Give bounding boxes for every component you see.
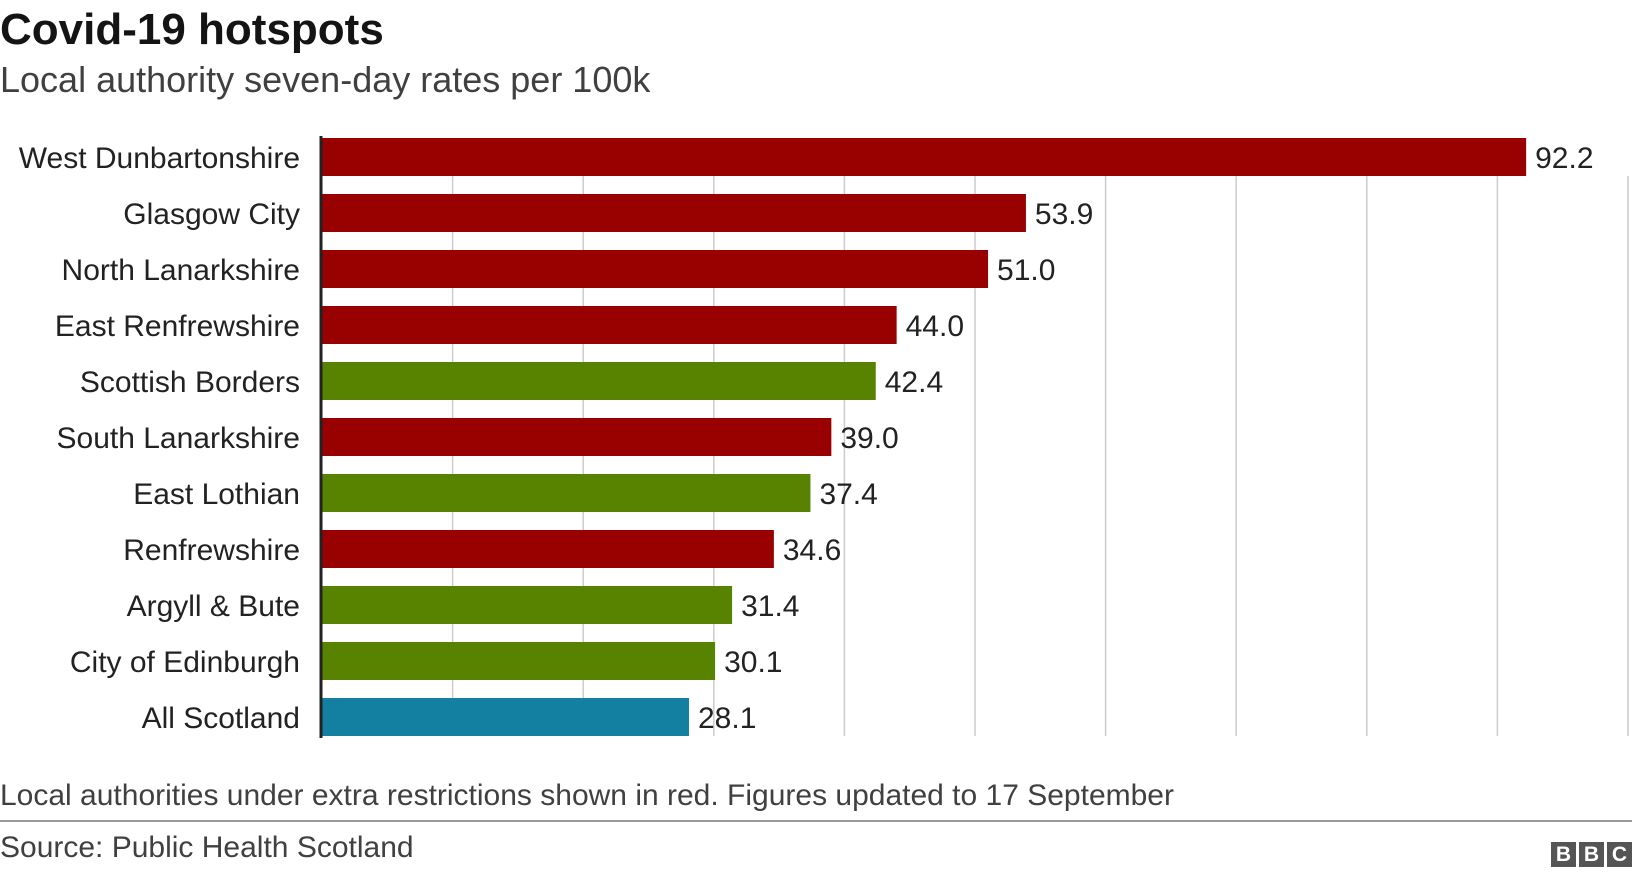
value-label: 31.4 bbox=[741, 590, 799, 623]
bar-chart: West Dunbartonshire Glasgow City North Lan… bbox=[19, 136, 1629, 738]
bbc-logo-letter: C bbox=[1607, 842, 1632, 867]
value-label: 34.6 bbox=[783, 534, 841, 567]
category-label: East Renfrewshire bbox=[55, 310, 300, 343]
value-label: 30.1 bbox=[724, 646, 782, 679]
bar bbox=[322, 138, 1527, 176]
category-label: West Dunbartonshire bbox=[19, 142, 300, 175]
bar bbox=[322, 474, 811, 512]
bar bbox=[322, 698, 689, 736]
value-label: 37.4 bbox=[819, 478, 877, 511]
category-label: Argyll & Bute bbox=[127, 590, 300, 623]
value-label: 39.0 bbox=[840, 422, 898, 455]
category-label: South Lanarkshire bbox=[57, 422, 301, 455]
bar bbox=[322, 250, 989, 288]
category-label: Renfrewshire bbox=[123, 534, 300, 567]
footer-divider bbox=[0, 820, 1632, 822]
chart-subtitle: Local authority seven-day rates per 100k bbox=[0, 59, 651, 100]
bbc-logo-letter: B bbox=[1579, 842, 1604, 867]
category-label: East Lothian bbox=[133, 478, 300, 511]
value-label: 28.1 bbox=[698, 702, 756, 735]
bar bbox=[322, 418, 832, 456]
chart-note: Local authorities under extra restrictio… bbox=[0, 779, 1174, 812]
bar bbox=[322, 642, 716, 680]
value-label: 42.4 bbox=[885, 366, 943, 399]
value-label: 51.0 bbox=[997, 254, 1055, 287]
category-label: City of Edinburgh bbox=[70, 646, 300, 679]
bbc-logo-letter: B bbox=[1551, 842, 1576, 867]
bar bbox=[322, 194, 1026, 232]
bar bbox=[322, 530, 774, 568]
bar bbox=[322, 362, 876, 400]
category-label: Glasgow City bbox=[123, 198, 300, 231]
bar bbox=[322, 306, 897, 344]
bars bbox=[322, 138, 1527, 736]
category-label: All Scotland bbox=[142, 702, 300, 735]
source-line: Source: Public Health Scotland bbox=[0, 831, 414, 864]
category-label: Scottish Borders bbox=[80, 366, 300, 399]
category-labels: West Dunbartonshire Glasgow City North Lan… bbox=[19, 142, 300, 735]
bbc-logo: B B C bbox=[1551, 842, 1632, 867]
category-label: North Lanarkshire bbox=[62, 254, 300, 287]
value-label: 44.0 bbox=[906, 310, 964, 343]
bar bbox=[322, 586, 733, 624]
value-labels: 92.2 53.9 51.0 44.0 42.4 39.0 37.4 34.6 31.4 30.1… bbox=[698, 142, 1594, 735]
chart-title: Covid-19 hotspots bbox=[0, 5, 384, 54]
value-label: 53.9 bbox=[1035, 198, 1093, 231]
value-label: 92.2 bbox=[1535, 142, 1593, 175]
